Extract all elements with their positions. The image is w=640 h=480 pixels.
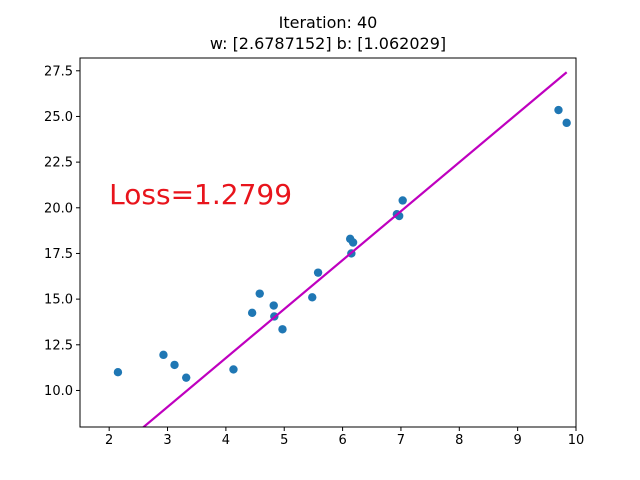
y-tick-label: 25.0 (44, 110, 73, 125)
x-tick-label: 10 (568, 433, 585, 448)
data-point (182, 373, 191, 382)
data-point (348, 238, 358, 247)
data-point (313, 268, 323, 277)
x-tick-label: 6 (338, 433, 346, 448)
x-tick-label: 2 (105, 433, 113, 448)
data-point (229, 365, 238, 374)
axes-frame (79, 57, 577, 428)
data-point (113, 367, 123, 377)
data-point (554, 105, 563, 115)
data-point (562, 118, 571, 128)
data-point (170, 360, 179, 370)
data-point (278, 325, 287, 334)
y-tick-label: 20.0 (44, 201, 73, 216)
y-tick-label: 12.5 (44, 338, 73, 353)
x-tick-label: 4 (222, 433, 230, 448)
chart-subtitle: w: [2.6787152] b: [1.062029] (210, 34, 446, 53)
data-point (247, 308, 257, 318)
regression-line (141, 71, 568, 427)
chart-title: Iteration: 40 (279, 13, 378, 32)
data-point (398, 196, 407, 205)
y-tick-label: 27.5 (44, 64, 73, 79)
y-tick-label: 10.0 (44, 384, 73, 399)
x-tick-label: 3 (163, 433, 171, 448)
data-point (255, 289, 264, 298)
x-tick-label: 5 (280, 433, 288, 448)
data-point (159, 350, 168, 360)
x-tick-label: 9 (514, 433, 522, 448)
data-point (269, 301, 278, 310)
y-tick-label: 17.5 (44, 247, 73, 262)
x-tick-label: 7 (397, 433, 405, 448)
data-point (308, 293, 317, 302)
y-tick-label: 22.5 (44, 156, 73, 171)
plot-area: 2 3 4 5 6 7 8 9 10 10.0 12.5 15.0 17.5 20.0 22.5 25.0 27… (44, 57, 585, 448)
loss-annotation: Loss=1.2799 (109, 178, 292, 211)
y-tick-label: 15.0 (44, 293, 73, 308)
x-tick-label: 8 (455, 433, 463, 448)
